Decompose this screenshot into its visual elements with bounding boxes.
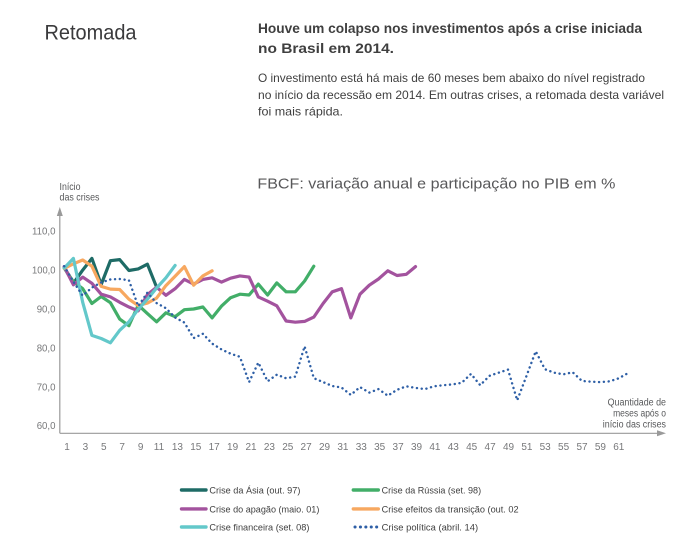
svg-text:1: 1 [64, 442, 70, 453]
svg-text:53: 53 [540, 442, 552, 453]
svg-text:19: 19 [227, 442, 239, 453]
svg-text:O investimento está há mais de: O investimento está há mais de 60 meses … [258, 71, 645, 85]
svg-text:33: 33 [356, 442, 368, 453]
svg-text:90,0: 90,0 [37, 305, 56, 316]
svg-text:17: 17 [209, 442, 221, 453]
svg-text:FBCF: variação anual e partici: FBCF: variação anual e participação no P… [257, 177, 615, 193]
svg-text:49: 49 [503, 442, 515, 453]
svg-text:13: 13 [172, 442, 184, 453]
svg-text:61: 61 [613, 442, 625, 453]
svg-text:9: 9 [138, 442, 144, 453]
svg-text:59: 59 [595, 442, 607, 453]
svg-text:80,0: 80,0 [37, 343, 56, 354]
svg-text:37: 37 [393, 442, 405, 453]
svg-text:5: 5 [101, 442, 107, 453]
svg-text:3: 3 [83, 442, 89, 453]
svg-text:Crise financeira (set. 08): Crise financeira (set. 08) [209, 522, 309, 533]
svg-text:Retomada: Retomada [45, 22, 137, 45]
svg-text:47: 47 [485, 442, 497, 453]
svg-text:Crise da Ásia (out. 97): Crise da Ásia (out. 97) [209, 485, 300, 496]
svg-text:início das crises: início das crises [603, 419, 666, 430]
svg-text:43: 43 [448, 442, 460, 453]
svg-text:das crises: das crises [60, 192, 100, 203]
svg-text:Houve um colapso nos investime: Houve um colapso nos investimentos após … [258, 21, 642, 37]
svg-text:21: 21 [245, 442, 257, 453]
svg-text:110,0: 110,0 [32, 227, 56, 238]
svg-text:35: 35 [374, 442, 386, 453]
svg-text:57: 57 [576, 442, 588, 453]
svg-text:11: 11 [154, 442, 165, 453]
svg-text:7: 7 [119, 442, 125, 453]
svg-text:29: 29 [319, 442, 331, 453]
svg-text:51: 51 [521, 442, 533, 453]
svg-text:foi mais rápida.: foi mais rápida. [258, 105, 343, 119]
svg-text:70,0: 70,0 [37, 382, 56, 393]
svg-text:45: 45 [466, 442, 478, 453]
svg-text:meses após o: meses após o [613, 409, 666, 420]
svg-text:Crise efeitos da transição (ou: Crise efeitos da transição (out. 02 [382, 504, 519, 515]
svg-text:Crise do apagão (maio. 01): Crise do apagão (maio. 01) [209, 504, 319, 515]
svg-text:Crise política (abril. 14): Crise política (abril. 14) [382, 522, 479, 533]
svg-text:25: 25 [282, 442, 294, 453]
svg-text:15: 15 [190, 442, 202, 453]
svg-text:Quantidade de: Quantidade de [608, 398, 667, 409]
svg-text:27: 27 [301, 442, 313, 453]
svg-text:100,0: 100,0 [32, 266, 56, 277]
svg-text:23: 23 [264, 442, 276, 453]
svg-text:Crise da Rússia (set. 98): Crise da Rússia (set. 98) [382, 485, 482, 496]
svg-text:no Brasil em 2014.: no Brasil em 2014. [258, 41, 394, 57]
svg-text:39: 39 [411, 442, 423, 453]
svg-text:Início: Início [60, 182, 81, 193]
svg-text:55: 55 [558, 442, 570, 453]
svg-text:no início da recessão em 2014.: no início da recessão em 2014. Em outras… [258, 88, 664, 102]
svg-text:31: 31 [337, 442, 349, 453]
svg-text:41: 41 [429, 442, 441, 453]
svg-text:60,0: 60,0 [37, 421, 56, 432]
